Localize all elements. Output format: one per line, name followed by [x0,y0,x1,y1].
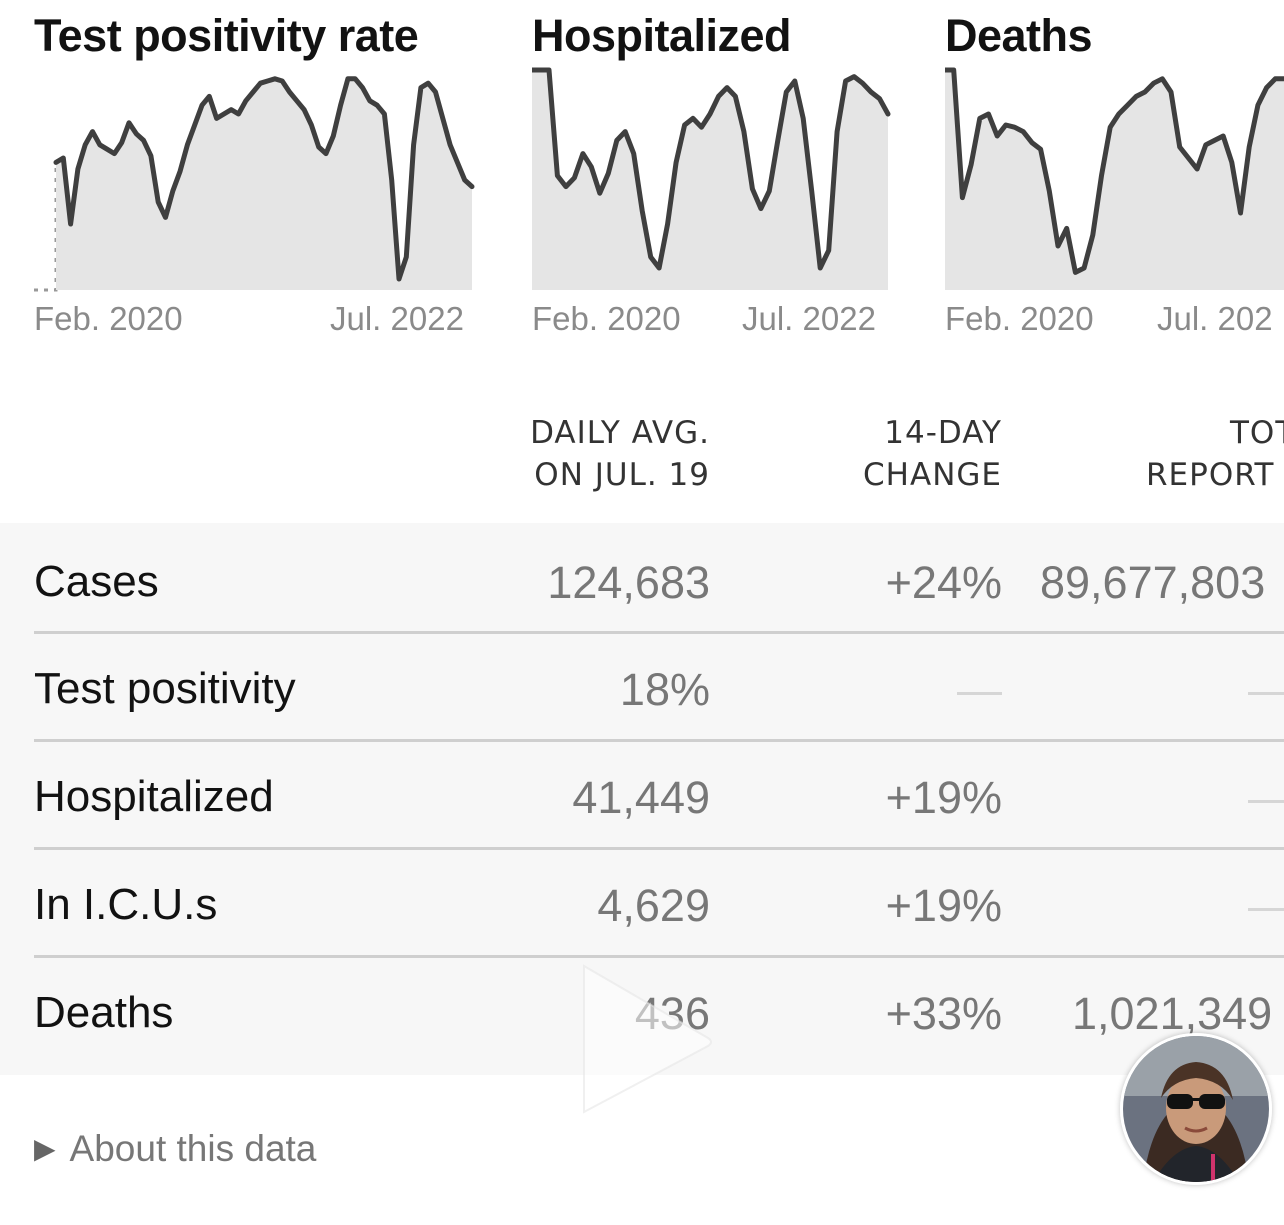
table-row-hospitalized: Hospitalized 41,449 +19% — [34,742,1284,849]
change-value: +19% [885,880,1002,931]
col-header-total-reported: TOT REPORT [1146,415,1284,493]
x-tick-start: Feb. 2020 [34,300,183,337]
area-fill [532,70,888,290]
series-line [53,76,475,282]
row-divider [34,847,1284,850]
row-divider [34,631,1284,634]
area-fill [56,78,472,290]
dotted-lead-in [34,162,58,292]
total-value: — [1248,880,1284,932]
sparkline-hospitalized [532,67,891,290]
change-value: — [957,664,1002,715]
x-tick-end: Jul. 202 [1157,300,1273,337]
row-divider [34,739,1284,742]
total-value: 1,021,349 [1072,988,1273,1039]
chart-hospitalized: Hospitalized Feb. 2020 Jul. 2022 [532,0,912,345]
total-value: 89,677,803 [1040,557,1266,608]
x-tick-end: Jul. 2022 [330,300,464,337]
table-row-cases: Cases 124,683 +24% 89,677,803 [34,527,1284,634]
area-fill [945,70,1284,290]
daily-avg-value: 41,449 [572,772,710,823]
x-tick-end: Jul. 2022 [742,300,876,337]
total-value: — [1248,772,1284,824]
chart-deaths: Deaths Feb. 2020 Jul. 202 [945,0,1284,345]
daily-avg-value: 18% [619,664,710,715]
row-label: Deaths [34,988,174,1037]
row-label: Test positivity [34,664,296,713]
avatar[interactable] [1120,1033,1272,1185]
daily-avg-value: 124,683 [547,557,710,608]
chart-title: Deaths [945,10,1093,61]
row-label: Cases [34,557,159,606]
chart-test-positivity: Test positivity rate Feb. 2020 Jul. 2022 [34,0,484,345]
change-value: +33% [885,988,1002,1039]
about-label: About this data [69,1128,317,1169]
row-divider [34,955,1284,958]
disclosure-triangle-icon: ▶ [34,1133,56,1164]
change-value: +24% [885,557,1002,608]
sparkline-test-positivity [34,76,475,292]
col-header-daily-avg: DAILY AVG. ON JUL. 19 [530,415,710,493]
col-header-14-day-change: 14-DAY CHANGE [863,415,1002,493]
row-label: Hospitalized [34,772,274,821]
sparkline-deaths [945,67,1284,290]
stats-table [0,523,1284,1075]
change-value: +19% [885,772,1002,823]
chart-title: Test positivity rate [34,10,419,61]
daily-avg-value: 4,629 [597,880,710,931]
row-label: In I.C.U.s [34,880,218,929]
series-line [945,67,1284,275]
play-icon[interactable] [580,960,720,1120]
table-row-test-positivity: Test positivity 18% — — [34,634,1284,741]
table-row-deaths: Deaths 436 +33% 1,021,349 [34,958,1284,1065]
series-line [532,67,891,271]
about-this-data-link[interactable]: ▶ About this data [34,1128,316,1170]
x-tick-start: Feb. 2020 [945,300,1094,337]
x-tick-start: Feb. 2020 [532,300,681,337]
total-value: — [1248,664,1284,716]
avatar-photo [1123,1036,1269,1182]
table-row-icu: In I.C.U.s 4,629 +19% — [34,850,1284,957]
chart-title: Hospitalized [532,10,792,61]
